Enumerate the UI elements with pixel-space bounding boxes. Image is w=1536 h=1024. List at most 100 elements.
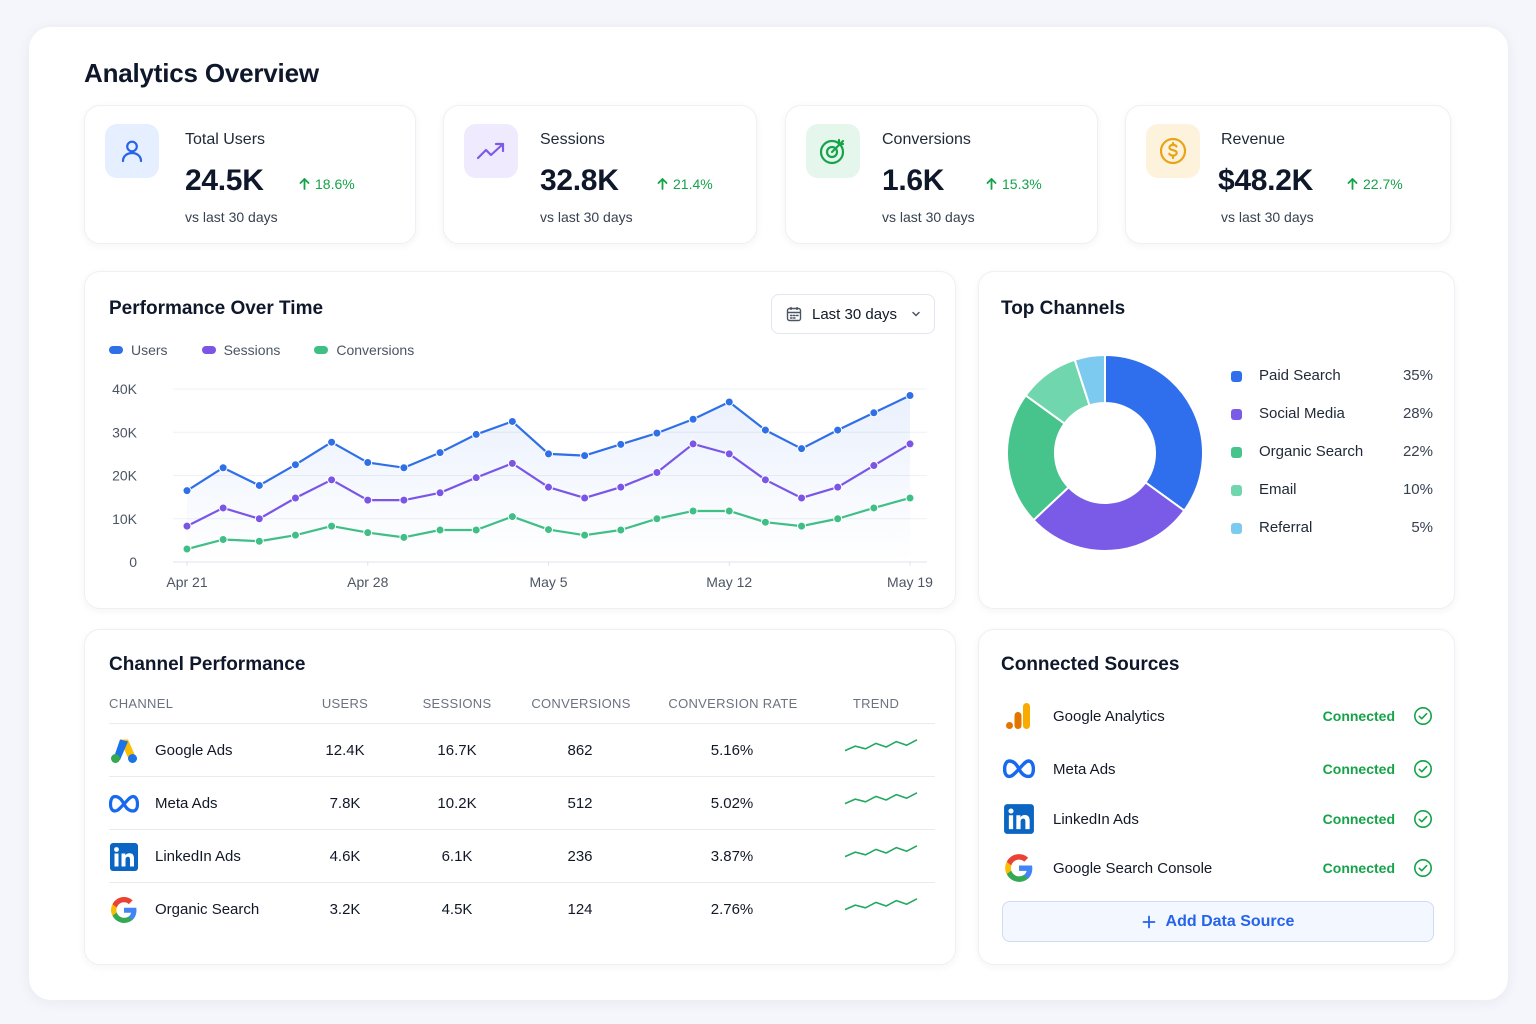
data-point-sessions[interactable] xyxy=(544,482,553,492)
data-point-conversions[interactable] xyxy=(471,525,481,535)
legend-item-users[interactable]: Users xyxy=(109,342,168,358)
channel-name: Organic Search xyxy=(155,901,260,918)
data-point-sessions[interactable] xyxy=(905,439,915,449)
data-point-conversions[interactable] xyxy=(327,521,337,531)
data-point-conversions[interactable] xyxy=(580,530,590,540)
data-point-sessions[interactable] xyxy=(797,493,807,503)
data-point-sessions[interactable] xyxy=(327,475,337,485)
data-point-users[interactable] xyxy=(833,425,843,435)
data-point-sessions[interactable] xyxy=(363,495,373,505)
data-point-users[interactable] xyxy=(905,390,915,400)
date-range-select[interactable]: Last 30 days xyxy=(771,294,935,334)
data-point-conversions[interactable] xyxy=(363,528,373,538)
data-point-users[interactable] xyxy=(254,480,264,490)
data-point-users[interactable] xyxy=(507,416,517,426)
table-row[interactable]: Google Ads 12.4K 16.7K 862 5.16% xyxy=(109,723,935,776)
donut-slice-referral[interactable] xyxy=(1073,353,1106,407)
data-point-users[interactable] xyxy=(218,463,228,473)
data-point-conversions[interactable] xyxy=(616,525,626,535)
source-row-google-search-console[interactable]: Google Search Console Connected xyxy=(1003,852,1433,886)
table-row[interactable]: Meta Ads 7.8K 10.2K 512 5.02% xyxy=(109,776,935,829)
data-point-users[interactable] xyxy=(327,437,337,447)
donut-slice-organic-search[interactable] xyxy=(1006,393,1070,522)
data-point-conversions[interactable] xyxy=(833,514,843,524)
data-point-sessions[interactable] xyxy=(254,514,264,524)
data-point-sessions[interactable] xyxy=(869,461,879,471)
data-point-sessions[interactable] xyxy=(435,488,445,498)
table-row[interactable]: Organic Search 3.2K 4.5K 124 2.76% xyxy=(109,882,935,935)
data-point-users[interactable] xyxy=(399,463,409,473)
column-header-channel[interactable]: CHANNEL xyxy=(109,696,174,711)
legend-item-conversions[interactable]: Conversions xyxy=(314,342,414,358)
table-row[interactable]: LinkedIn Ads 4.6K 6.1K 236 3.87% xyxy=(109,829,935,882)
column-header-trend[interactable]: TREND xyxy=(852,696,900,711)
data-point-users[interactable] xyxy=(435,448,445,458)
source-row-google-analytics[interactable]: Google Analytics Connected xyxy=(1003,700,1433,734)
column-header-sessions[interactable]: SESSIONS xyxy=(422,696,492,711)
data-point-conversions[interactable] xyxy=(760,517,770,527)
data-point-sessions[interactable] xyxy=(507,458,517,468)
data-point-sessions[interactable] xyxy=(182,521,192,531)
data-point-users[interactable] xyxy=(760,425,770,435)
channel-name: Google Ads xyxy=(155,742,233,759)
data-point-conversions[interactable] xyxy=(905,493,915,503)
data-point-users[interactable] xyxy=(797,444,807,454)
data-point-sessions[interactable] xyxy=(760,475,770,485)
legend-item-sessions[interactable]: Sessions xyxy=(201,342,280,358)
data-point-sessions[interactable] xyxy=(580,493,590,503)
data-point-conversions[interactable] xyxy=(507,512,517,522)
data-point-conversions[interactable] xyxy=(797,521,807,531)
column-header-conversion-rate[interactable]: CONVERSION RATE xyxy=(668,696,798,711)
data-point-conversions[interactable] xyxy=(652,514,662,524)
top-channels-donut-chart[interactable] xyxy=(979,272,1456,610)
data-point-users[interactable] xyxy=(616,439,626,449)
data-point-users[interactable] xyxy=(471,429,481,439)
source-row-meta-ads[interactable]: Meta Ads Connected xyxy=(1003,753,1433,787)
data-point-users[interactable] xyxy=(580,451,590,461)
data-point-sessions[interactable] xyxy=(724,449,734,459)
data-point-users[interactable] xyxy=(688,414,698,424)
data-point-users[interactable] xyxy=(652,428,662,438)
data-point-sessions[interactable] xyxy=(290,493,300,503)
y-tick-label: 20K xyxy=(112,468,138,484)
data-point-conversions[interactable] xyxy=(544,525,553,535)
donut-slice-social-media[interactable] xyxy=(1032,480,1186,552)
kpi-card-revenue[interactable]: Revenue $48.2K 22.7% vs last 30 days xyxy=(1125,105,1451,244)
kpi-card-total-users[interactable]: Total Users 24.5K 18.6% vs last 30 days xyxy=(84,105,416,244)
column-header-users[interactable]: USERS xyxy=(321,696,369,711)
data-point-conversions[interactable] xyxy=(435,525,445,535)
data-point-conversions[interactable] xyxy=(869,503,879,513)
data-point-users[interactable] xyxy=(869,408,879,418)
kpi-card-sessions[interactable]: Sessions 32.8K 21.4% vs last 30 days xyxy=(443,105,757,244)
kpi-delta-value: 22.7% xyxy=(1363,176,1403,192)
data-point-users[interactable] xyxy=(290,460,300,470)
legend-swatch xyxy=(1231,447,1242,458)
data-point-sessions[interactable] xyxy=(471,473,481,483)
data-point-conversions[interactable] xyxy=(254,536,264,546)
data-point-conversions[interactable] xyxy=(399,532,409,542)
donut-slice-paid-search[interactable] xyxy=(1104,353,1204,513)
performance-line-chart[interactable]: 40K 30K 20K 10K 0 Apr 21 Apr 28 May 5 May 12 May … xyxy=(85,272,957,610)
data-point-conversions[interactable] xyxy=(290,530,300,540)
data-point-users[interactable] xyxy=(182,486,192,496)
data-point-sessions[interactable] xyxy=(218,503,228,513)
column-header-conversions[interactable]: CONVERSIONS xyxy=(531,696,631,711)
data-point-sessions[interactable] xyxy=(652,467,662,477)
data-point-sessions[interactable] xyxy=(688,439,698,449)
data-point-sessions[interactable] xyxy=(616,482,626,492)
data-point-sessions[interactable] xyxy=(399,495,409,505)
data-point-users[interactable] xyxy=(724,397,734,407)
connected-sources-card: Connected Sources Google Analytics Conne… xyxy=(978,629,1455,965)
data-point-conversions[interactable] xyxy=(724,506,734,516)
add-data-source-button[interactable]: Add Data Source xyxy=(1002,901,1434,942)
data-point-users[interactable] xyxy=(544,449,553,459)
data-point-conversions[interactable] xyxy=(688,506,698,516)
data-point-conversions[interactable] xyxy=(182,544,192,554)
plus-icon xyxy=(1142,915,1155,928)
source-row-linkedin-ads[interactable]: LinkedIn Ads Connected xyxy=(1003,803,1433,837)
data-point-sessions[interactable] xyxy=(833,482,843,492)
data-point-users[interactable] xyxy=(363,458,373,468)
data-point-conversions[interactable] xyxy=(218,535,228,545)
kpi-card-conversions[interactable]: Conversions 1.6K 15.3% vs last 30 days xyxy=(785,105,1098,244)
cell-conversions: 862 xyxy=(567,742,593,759)
